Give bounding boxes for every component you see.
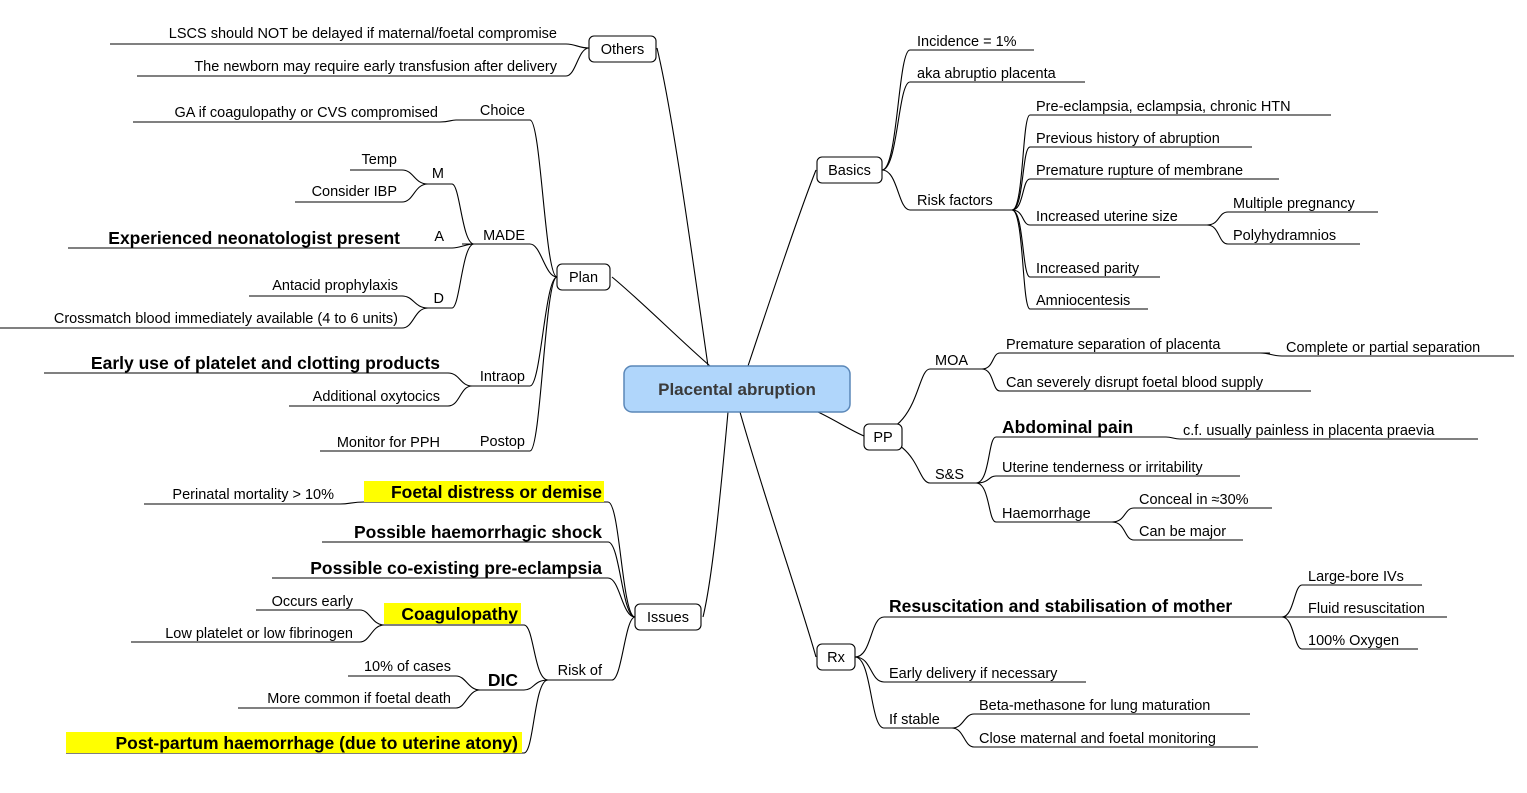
central-topic[interactable]: Placental abruption	[623, 365, 851, 413]
plan-made-a-item-1: Experienced neonatologist present	[108, 228, 400, 248]
plan-made-label: MADE	[483, 228, 525, 244]
plan-made-a-label: A	[434, 229, 444, 245]
pp-ss-label: S&S	[935, 467, 964, 483]
plan-made-d-label: D	[434, 291, 444, 307]
plan-made-m-item-2: Consider IBP	[312, 184, 397, 200]
connectors	[0, 43, 1514, 754]
pp-ss-haemorrhage-item-2: Can be major	[1139, 524, 1226, 540]
topic-rx[interactable]: Rx	[816, 643, 856, 671]
pp-ss-tenderness: Uterine tenderness or irritability	[1002, 460, 1203, 476]
uterine-size-item-2: Polyhydramnios	[1233, 228, 1336, 244]
link-center-rx	[739, 411, 817, 658]
pp-ss-pain: Abdominal pain	[1002, 417, 1133, 437]
issues-foetal-item-1: Perinatal mortality > 10%	[172, 487, 334, 503]
topic-pp[interactable]: PP	[863, 423, 903, 451]
link-center-pp	[817, 411, 865, 437]
topic-basics-label: Basics	[828, 163, 871, 179]
basics-aka: aka abruptio placenta	[917, 66, 1057, 82]
topic-issues-label: Issues	[647, 610, 689, 626]
others-item-1: LSCS should NOT be delayed if maternal/f…	[169, 26, 557, 42]
issues-coagulopathy-label: Coagulopathy	[401, 604, 518, 624]
issues-pph: Post-partum haemorrhage (due to uterine …	[115, 733, 518, 753]
pp-moa-separation: Premature separation of placenta	[1006, 337, 1221, 353]
topic-issues[interactable]: Issues	[634, 603, 702, 631]
plan-made-m-item-1: Temp	[362, 152, 397, 168]
plan-intraop-item-1: Early use of platelet and clotting produ…	[91, 353, 440, 373]
risk-factor-uterine-size: Increased uterine size	[1036, 209, 1178, 225]
risk-factor-parity: Increased parity	[1036, 261, 1140, 277]
issues-risk-of-label: Risk of	[558, 663, 603, 679]
plan-made-m-label: M	[432, 166, 444, 182]
plan-made-d-item-2: Crossmatch blood immediately available (…	[54, 311, 398, 327]
central-topic-label: Placental abruption	[658, 380, 816, 399]
plan-made-d-item-1: Antacid prophylaxis	[272, 278, 398, 294]
issues-coagulopathy-item-1: Occurs early	[272, 594, 354, 610]
topic-pp-label: PP	[873, 430, 892, 446]
issues-dic-label: DIC	[488, 670, 519, 690]
rx-resus-item-2: Fluid resuscitation	[1308, 601, 1425, 617]
topic-others-label: Others	[601, 42, 645, 58]
basics-incidence: Incidence = 1%	[917, 34, 1017, 50]
issues-dic-item-2: More common if foetal death	[267, 691, 451, 707]
link-center-others	[656, 47, 709, 367]
issues-dic-item-1: 10% of cases	[364, 659, 451, 675]
issues-shock: Possible haemorrhagic shock	[354, 522, 602, 542]
topic-others[interactable]: Others	[588, 35, 657, 63]
issues-foetal-label: Foetal distress or demise	[391, 482, 602, 502]
pp-moa-label: MOA	[935, 353, 968, 369]
issues-preeclampsia: Possible co-existing pre-eclampsia	[310, 558, 602, 578]
rx-stable-item-1: Beta-methasone for lung maturation	[979, 698, 1210, 714]
risk-factor-1: Pre-eclampsia, eclampsia, chronic HTN	[1036, 99, 1291, 115]
plan-choice-item: GA if coagulopathy or CVS compromised	[174, 105, 438, 121]
rx-resus: Resuscitation and stabilisation of mothe…	[889, 596, 1232, 616]
rx-resus-item-3: 100% Oxygen	[1308, 633, 1399, 649]
plan-intraop-item-2: Additional oxytocics	[313, 389, 440, 405]
link-center-issues	[702, 411, 729, 618]
pp-ss-haemorrhage-item-1: Conceal in ≈30%	[1139, 492, 1249, 508]
topic-basics[interactable]: Basics	[816, 156, 883, 184]
uterine-size-item-1: Multiple pregnancy	[1233, 196, 1355, 212]
basics-risk-factors-label: Risk factors	[917, 193, 993, 209]
highlight-coagulopathy	[384, 603, 521, 624]
highlight-pph	[66, 732, 522, 753]
rx-stable-item-2: Close maternal and foetal monitoring	[979, 731, 1216, 747]
others-item-2: The newborn may require early transfusio…	[194, 59, 557, 75]
plan-postop-label: Postop	[480, 434, 525, 450]
risk-factor-3: Premature rupture of membrane	[1036, 163, 1243, 179]
pp-ss-pain-item-1: c.f. usually painless in placenta praevi…	[1183, 423, 1435, 439]
pp-moa-separation-item-1: Complete or partial separation	[1286, 340, 1480, 356]
pp-moa-disrupt: Can severely disrupt foetal blood supply	[1006, 375, 1264, 391]
plan-postop-item-1: Monitor for PPH	[337, 435, 440, 451]
highlight-foetal	[364, 481, 604, 502]
plan-choice-label: Choice	[480, 103, 525, 119]
rx-stable-label: If stable	[889, 712, 940, 728]
risk-factor-amniocentesis: Amniocentesis	[1036, 293, 1130, 309]
topic-rx-label: Rx	[827, 650, 845, 666]
rx-early: Early delivery if necessary	[889, 666, 1058, 682]
pp-ss-haemorrhage: Haemorrhage	[1002, 506, 1091, 522]
risk-factor-2: Previous history of abruption	[1036, 131, 1220, 147]
plan-intraop-label: Intraop	[480, 369, 525, 385]
topic-plan-label: Plan	[569, 270, 598, 286]
link-center-plan	[611, 276, 711, 367]
link-center-basics	[747, 169, 817, 367]
issues-coagulopathy-item-2: Low platelet or low fibrinogen	[165, 626, 353, 642]
highlights	[66, 481, 604, 753]
topic-plan[interactable]: Plan	[556, 263, 611, 291]
rx-resus-item-1: Large-bore IVs	[1308, 569, 1404, 585]
